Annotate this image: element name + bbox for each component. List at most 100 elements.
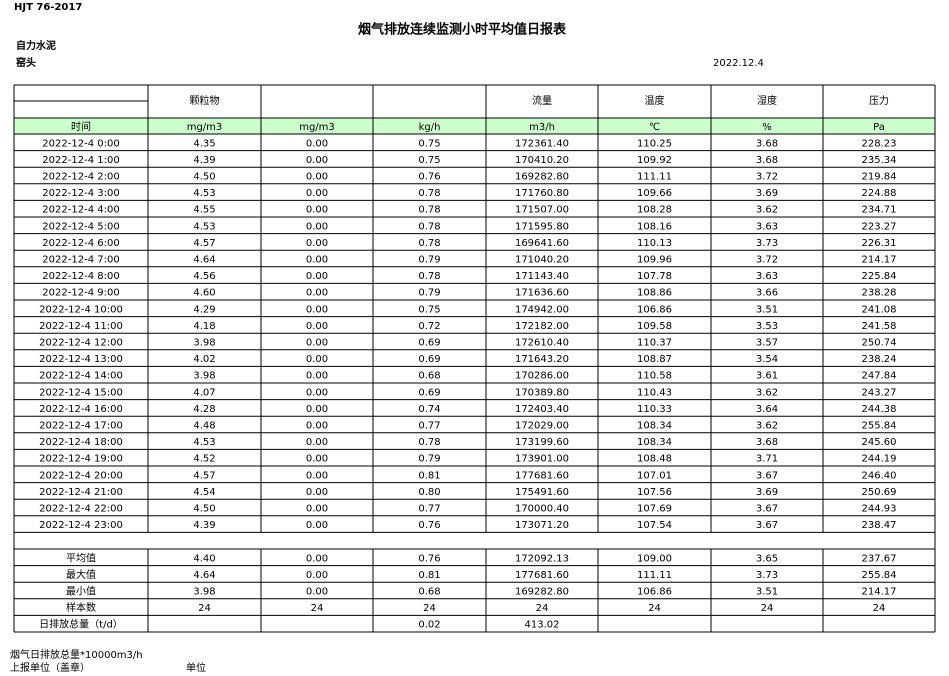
cell: 4.56 — [193, 271, 215, 282]
stat-cell: 24 — [648, 603, 661, 614]
cell: 177681.60 — [515, 470, 569, 481]
stat-cell: 0.68 — [418, 587, 440, 598]
cell: 171507.00 — [515, 205, 569, 216]
cell: 0.00 — [306, 520, 328, 531]
cell: 108.34 — [637, 421, 672, 432]
cell: 0.76 — [418, 172, 440, 183]
cell: 2022-12-4 21:00 — [39, 487, 123, 498]
column-header: 湿度 — [757, 94, 777, 107]
cell: 0.78 — [418, 205, 440, 216]
stat-cell: 0.00 — [306, 587, 328, 598]
stat-cell: 177681.60 — [515, 570, 569, 581]
cell: 2022-12-4 16:00 — [39, 404, 123, 415]
cell: 244.38 — [862, 404, 897, 415]
cell: 107.78 — [637, 271, 672, 282]
cell: 0.78 — [418, 271, 440, 282]
cell: 3.72 — [756, 172, 778, 183]
cell: 171040.20 — [515, 255, 569, 266]
cell: 169282.80 — [515, 172, 569, 183]
stat-cell: 111.11 — [637, 570, 672, 581]
company: 自力水泥 — [16, 39, 56, 52]
stat-cell: 最小值 — [66, 585, 96, 598]
cell: 173071.20 — [515, 520, 569, 531]
stat-cell: 24 — [423, 603, 436, 614]
cell: 107.69 — [637, 504, 672, 515]
cell: 0.79 — [418, 454, 440, 465]
cell: 172029.00 — [515, 421, 569, 432]
cell: 235.34 — [862, 155, 897, 166]
cell: 0.00 — [306, 504, 328, 515]
stat-cell: 109.00 — [637, 553, 672, 564]
cell: 0.00 — [306, 421, 328, 432]
cell: 250.74 — [862, 338, 897, 349]
cell: 171595.80 — [515, 221, 569, 232]
cell: 110.33 — [637, 404, 672, 415]
cell: 3.67 — [756, 470, 778, 481]
flow-note: 烟气日排放总量*10000m3/h — [10, 648, 143, 661]
cell: 107.01 — [637, 470, 672, 481]
cell: 3.62 — [756, 421, 778, 432]
cell: 4.54 — [193, 487, 215, 498]
stat-cell: 3.73 — [756, 570, 778, 581]
cell: 4.39 — [193, 520, 215, 531]
stat-cell: 0.76 — [418, 553, 440, 564]
cell: 4.48 — [193, 421, 215, 432]
cell: 4.60 — [193, 288, 215, 299]
cell: 3.51 — [756, 304, 778, 315]
cell: 0.00 — [306, 172, 328, 183]
daily-total-cell: 413.02 — [525, 620, 560, 631]
cell: 2022-12-4 17:00 — [39, 421, 123, 432]
cell: 110.13 — [637, 238, 672, 249]
cell: 241.58 — [862, 321, 897, 332]
cell: 111.11 — [637, 172, 672, 183]
cell: 2022-12-4 13:00 — [39, 354, 123, 365]
cell: 170286.00 — [515, 371, 569, 382]
stat-cell: 4.40 — [193, 553, 215, 564]
cell: 4.39 — [193, 155, 215, 166]
cell: 0.00 — [306, 288, 328, 299]
cell: 247.84 — [862, 371, 897, 382]
cell: 0.77 — [418, 504, 440, 515]
cell: 3.62 — [756, 387, 778, 398]
cell: 171143.40 — [515, 271, 569, 282]
stat-cell: 样本数 — [66, 601, 96, 614]
cell: 3.71 — [756, 454, 778, 465]
stat-cell: 平均值 — [66, 551, 96, 564]
cell: 2022-12-4 0:00 — [42, 138, 119, 149]
cell: 238.28 — [862, 288, 897, 299]
cell: 244.93 — [862, 504, 897, 515]
cell: 2022-12-4 14:00 — [39, 371, 123, 382]
cell: 3.57 — [756, 338, 778, 349]
cell: 107.56 — [637, 487, 672, 498]
cell: 0.79 — [418, 288, 440, 299]
column-header: 颗粒物 — [190, 94, 220, 107]
cell: 0.00 — [306, 371, 328, 382]
cell: 2022-12-4 6:00 — [42, 238, 119, 249]
cell: 3.73 — [756, 238, 778, 249]
cell: 108.34 — [637, 437, 672, 448]
cell: 0.00 — [306, 321, 328, 332]
stat-cell: 255.84 — [862, 570, 897, 581]
cell: 0.75 — [418, 304, 440, 315]
cell: 171760.80 — [515, 188, 569, 199]
cell: 3.68 — [756, 437, 778, 448]
cell: 225.84 — [862, 271, 897, 282]
cell: 3.53 — [756, 321, 778, 332]
stat-cell: 169282.80 — [515, 587, 569, 598]
cell: 170000.40 — [515, 504, 569, 515]
unit-cell: m3/h — [529, 122, 555, 133]
cell: 2022-12-4 5:00 — [42, 221, 119, 232]
cell: 244.19 — [862, 454, 897, 465]
title: 烟气排放连续监测小时平均值日报表 — [358, 22, 567, 38]
unit-cell: % — [762, 122, 772, 133]
cell: 109.92 — [637, 155, 672, 166]
cell: 2022-12-4 3:00 — [42, 188, 119, 199]
cell: 243.27 — [862, 387, 897, 398]
column-header: 温度 — [645, 94, 665, 107]
cell: 0.78 — [418, 238, 440, 249]
stat-cell: 214.17 — [862, 587, 897, 598]
cell: 109.66 — [637, 188, 672, 199]
cell: 3.64 — [756, 404, 778, 415]
cell: 108.16 — [637, 221, 672, 232]
